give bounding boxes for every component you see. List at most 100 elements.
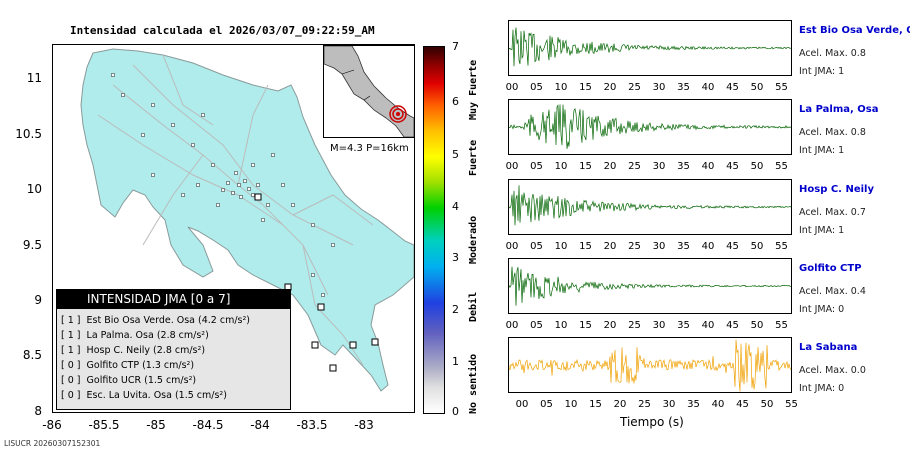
station-marker	[247, 187, 251, 191]
colorbar-word: Debil	[468, 291, 479, 322]
trace-time-tick: 15	[589, 399, 602, 410]
lon-tick: -85	[146, 418, 166, 432]
trace-time-tick: 10	[564, 399, 578, 410]
recording-station-marker	[349, 341, 357, 349]
legend-text: Hosp C. Neily (2.8 cm/s²)	[86, 345, 206, 356]
trace-time-tick: 15	[579, 161, 592, 172]
trace-time-tick: 45	[736, 399, 749, 410]
station-marker	[151, 173, 155, 177]
trace-time-tick: 35	[677, 241, 690, 252]
trace-time-tick: 20	[603, 82, 617, 93]
station-marker	[171, 123, 175, 127]
lat-tick: 11	[26, 71, 42, 85]
legend-row: [ 0 ] Golfito UCR (1.5 cm/s²)	[61, 375, 196, 386]
epicenter-ring-inner	[396, 112, 400, 116]
station-marker	[121, 93, 125, 97]
station-marker	[271, 153, 275, 157]
station-jma-intensity: Int JMA: 1	[799, 225, 845, 236]
station-jma-intensity: Int JMA: 0	[799, 383, 845, 394]
station-marker	[321, 293, 325, 297]
station-max-accel: Acel. Max. 0.0	[799, 365, 866, 376]
lat-tick: 8	[34, 404, 42, 418]
station-name: La Sabana	[799, 342, 858, 353]
legend-row: [ 0 ] Golfito CTP (1.3 cm/s²)	[61, 360, 194, 371]
legend-text: Esc. La Uvita. Osa (1.5 cm/s²)	[86, 390, 227, 401]
legend-level: [ 1 ]	[61, 315, 81, 326]
seismic-stations-layer	[111, 73, 379, 372]
waveform-trace	[508, 337, 792, 393]
lat-tick: 9.5	[22, 238, 42, 252]
legend-title: INTENSIDAD JMA [0 a 7]	[57, 290, 290, 309]
station-marker	[211, 163, 215, 167]
station-marker	[281, 183, 285, 187]
station-marker	[256, 183, 260, 187]
waveform-svg	[508, 185, 792, 226]
trace-time-tick: 25	[628, 161, 641, 172]
trace-time-tick: 05	[540, 399, 553, 410]
colorbar-tick: 2	[452, 303, 459, 316]
intensity-colorbar	[423, 46, 445, 414]
station-marker	[231, 191, 235, 195]
recording-station-marker	[254, 193, 262, 201]
lon-tick: -83	[354, 418, 374, 432]
lon-tick: -84.5	[192, 418, 224, 432]
trace-time-tick: 30	[652, 241, 666, 252]
station-marker	[237, 183, 241, 187]
legend-text: Golfito UCR (1.5 cm/s²)	[86, 375, 197, 386]
trace-time-tick: 35	[687, 399, 700, 410]
trace-time-tick: 30	[652, 161, 666, 172]
colorbar-tick: 5	[452, 148, 459, 161]
trace-time-tick: 30	[662, 399, 676, 410]
station-marker	[251, 193, 255, 197]
trace-time-tick: 55	[775, 82, 788, 93]
lat-tick: 10	[26, 182, 42, 196]
trace-time-tick: 20	[603, 320, 617, 331]
legend-text: La Palma. Osa (2.8 cm/s²)	[86, 330, 209, 341]
inset-land	[324, 46, 414, 137]
station-marker	[196, 183, 200, 187]
station-max-accel: Acel. Max. 0.4	[799, 286, 866, 297]
station-marker	[191, 143, 195, 147]
trace-time-tick: 30	[652, 82, 666, 93]
trace-time-tick: 10	[554, 241, 568, 252]
recording-station-marker	[371, 338, 379, 346]
station-marker	[221, 188, 225, 192]
station-marker	[181, 193, 185, 197]
station-marker	[261, 218, 265, 222]
epicenter-ring-outer	[389, 105, 407, 123]
station-max-accel: Acel. Max. 0.8	[799, 48, 866, 59]
station-marker	[234, 171, 238, 175]
legend-level: [ 1 ]	[61, 330, 81, 341]
trace-time-tick: 00	[505, 161, 519, 172]
station-max-accel: Acel. Max. 0.7	[799, 207, 866, 218]
station-marker	[111, 73, 115, 77]
trace-time-tick: 40	[711, 399, 725, 410]
trace-time-tick: 10	[554, 320, 568, 331]
time-axis-label: Tiempo (s)	[620, 415, 684, 429]
trace-time-tick: 25	[628, 82, 641, 93]
legend-row: [ 0 ] Esc. La Uvita. Osa (1.5 cm/s²)	[61, 390, 227, 401]
map-title: Intensidad calculada el 2026/03/07_09:22…	[70, 24, 375, 37]
trace-time-tick: 40	[701, 320, 715, 331]
colorbar-tick: 3	[452, 251, 459, 264]
station-marker	[251, 163, 255, 167]
trace-time-tick: 20	[603, 241, 617, 252]
waveform-trace	[508, 258, 792, 314]
waveform-svg	[508, 104, 792, 149]
trace-time-tick: 15	[579, 320, 592, 331]
station-jma-intensity: Int JMA: 1	[799, 66, 845, 77]
trace-time-tick: 00	[505, 320, 519, 331]
colorbar-tick: 7	[452, 40, 459, 53]
trace-time-tick: 35	[677, 161, 690, 172]
trace-time-tick: 55	[775, 241, 788, 252]
legend-text: Est Bio Osa Verde. Osa (4.2 cm/s²)	[86, 315, 251, 326]
colorbar-tick: 6	[452, 95, 459, 108]
station-jma-intensity: Int JMA: 1	[799, 145, 845, 156]
lon-tick: -86	[42, 418, 62, 432]
lat-tick: 10.5	[15, 127, 42, 141]
trace-time-tick: 35	[677, 320, 690, 331]
waveform-trace	[508, 20, 792, 76]
lon-tick: -85.5	[88, 418, 120, 432]
trace-time-tick: 00	[515, 399, 529, 410]
trace-time-tick: 30	[652, 320, 666, 331]
